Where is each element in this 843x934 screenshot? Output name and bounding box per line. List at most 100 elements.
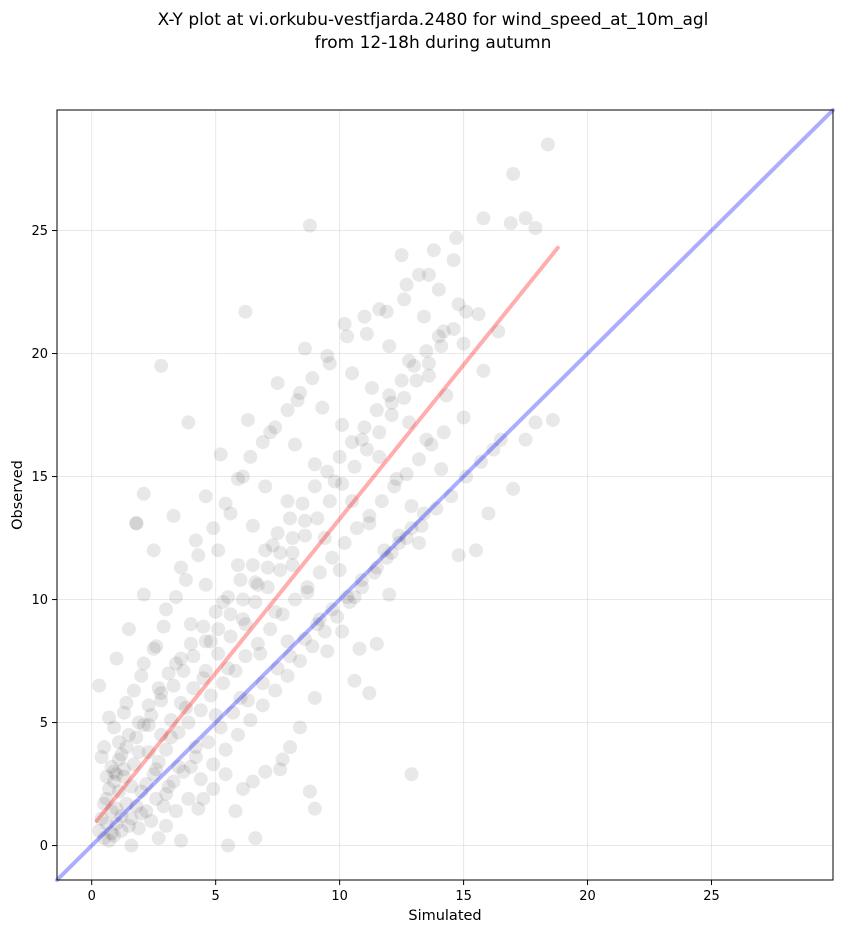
data-point: [208, 604, 223, 619]
data-point: [245, 518, 260, 533]
data-point: [273, 563, 288, 578]
data-point: [337, 535, 352, 550]
data-point: [340, 329, 355, 344]
data-point: [206, 781, 221, 796]
data-point: [124, 811, 139, 826]
data-point: [181, 791, 196, 806]
data-point: [449, 230, 464, 245]
data-point: [285, 531, 300, 546]
data-point: [347, 673, 362, 688]
data-point: [486, 442, 501, 457]
data-point: [362, 686, 377, 701]
data-point: [119, 796, 134, 811]
y-tick-label: 25: [31, 224, 48, 239]
data-point: [268, 420, 283, 435]
data-point: [471, 307, 486, 322]
data-point: [307, 479, 322, 494]
data-point: [198, 663, 213, 678]
data-point: [181, 715, 196, 730]
data-point: [230, 558, 245, 573]
data-point: [193, 703, 208, 718]
data-point: [283, 740, 298, 755]
data-point: [260, 560, 275, 575]
data-point: [238, 304, 253, 319]
data-point: [164, 730, 179, 745]
data-point: [97, 796, 112, 811]
grid: [57, 110, 833, 880]
data-point: [164, 713, 179, 728]
data-point: [320, 464, 335, 479]
data-point: [384, 395, 399, 410]
data-point: [369, 403, 384, 418]
data-point: [292, 654, 307, 669]
data-point: [255, 676, 270, 691]
data-point: [211, 543, 226, 558]
data-point: [121, 727, 136, 742]
data-point: [270, 376, 285, 391]
data-point: [178, 572, 193, 587]
data-point: [434, 462, 449, 477]
data-point: [545, 412, 560, 427]
data-point: [372, 449, 387, 464]
data-point: [397, 292, 412, 307]
data-point: [154, 358, 169, 373]
data-point: [275, 752, 290, 767]
plot-frame: [56, 109, 834, 881]
data-point: [129, 516, 144, 531]
data-point: [394, 248, 409, 263]
data-point: [444, 489, 459, 504]
data-point: [367, 565, 382, 580]
data-point: [116, 705, 131, 720]
data-point: [191, 801, 206, 816]
data-point: [178, 700, 193, 715]
data-point: [280, 403, 295, 418]
data-point: [146, 543, 161, 558]
data-point: [109, 651, 124, 666]
data-point: [426, 243, 441, 258]
data-point: [243, 449, 258, 464]
data-point: [114, 823, 129, 838]
data-point: [186, 681, 201, 696]
data-point: [372, 425, 387, 440]
data-point: [139, 777, 154, 792]
data-point: [169, 656, 184, 671]
data-point: [258, 543, 273, 558]
data-point: [481, 506, 496, 521]
data-point: [102, 833, 117, 848]
data-point: [421, 368, 436, 383]
data-point: [203, 634, 218, 649]
data-point: [141, 718, 156, 733]
data-point: [349, 521, 364, 536]
data-point: [149, 639, 164, 654]
data-point: [223, 607, 238, 622]
data-point: [144, 813, 159, 828]
data-point: [446, 253, 461, 268]
data-point: [354, 572, 369, 587]
data-point: [136, 587, 151, 602]
data-point: [213, 720, 228, 735]
data-point: [233, 572, 248, 587]
data-point: [129, 730, 144, 745]
data-point: [136, 486, 151, 501]
data-point: [126, 757, 141, 772]
data-point: [397, 390, 412, 405]
data-point: [436, 425, 451, 440]
data-point: [332, 563, 347, 578]
data-point: [166, 508, 181, 523]
x-axis-label: Simulated: [408, 908, 481, 924]
data-point: [116, 762, 131, 777]
data-point: [173, 651, 188, 666]
data-point: [451, 297, 466, 312]
data-point: [307, 457, 322, 472]
x-tick-label: 0: [88, 889, 96, 904]
data-point: [188, 740, 203, 755]
data-point: [144, 708, 159, 723]
data-point: [149, 791, 164, 806]
data-point: [374, 494, 389, 509]
data-point: [171, 725, 186, 740]
data-point: [345, 494, 360, 509]
data-point: [404, 499, 419, 514]
data-point: [216, 595, 231, 610]
data-point: [99, 816, 114, 831]
data-point: [206, 521, 221, 536]
